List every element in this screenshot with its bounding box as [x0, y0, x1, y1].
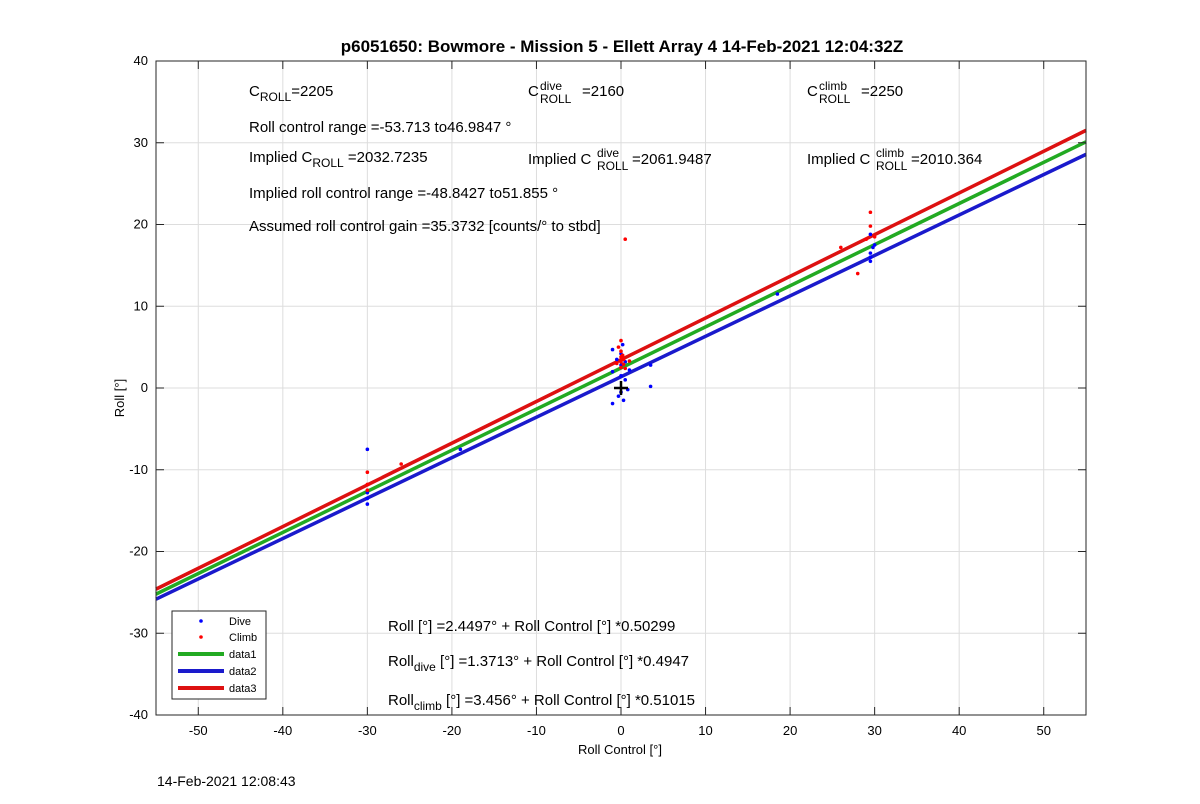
x-tick-label: -10 [527, 723, 546, 738]
point-climb [399, 462, 403, 466]
fit-climb-annotation: Rollclimb [°] =3.456° + Roll Control [°]… [388, 692, 695, 713]
point-climb [621, 362, 626, 367]
x-tick-label: 50 [1036, 723, 1050, 738]
point-dive [616, 394, 621, 398]
point-dive [868, 259, 873, 264]
implied-c-roll-annotation: Implied CROLL =2032.7235 [249, 149, 428, 170]
fit-all-annotation: Roll [°] =2.4497° + Roll Control [°] *0.… [388, 618, 675, 635]
point-climb [365, 470, 370, 475]
point-climb [620, 353, 625, 358]
origin-cross-marker [614, 381, 628, 395]
y-tick-label: 30 [134, 135, 148, 150]
point-dive [648, 384, 653, 389]
x-tick-label: 20 [783, 723, 797, 738]
point-dive [623, 378, 628, 382]
c-roll-climb-annotation: C climb ROLL =2250 [807, 77, 903, 107]
point-dive [868, 232, 873, 237]
point-dive [619, 373, 623, 378]
gain-annotation: Assumed roll control gain =35.3732 [coun… [249, 218, 601, 235]
legend-marker-climb [199, 635, 203, 639]
data-points [365, 210, 877, 506]
point-climb [619, 338, 623, 343]
point-climb [872, 234, 877, 239]
y-tick-label: -30 [129, 625, 148, 640]
point-climb [623, 237, 628, 242]
point-dive [872, 243, 877, 247]
roll-control-range-annotation: Roll control range =-53.713 to46.9847 ° [249, 119, 511, 136]
y-tick-label: 40 [134, 53, 148, 68]
footer-timestamp: 14-Feb-2021 12:08:43 [157, 773, 296, 789]
point-climb [619, 365, 623, 370]
point-climb [619, 360, 623, 364]
x-tick-label: -50 [189, 723, 208, 738]
point-dive [775, 292, 780, 296]
point-dive [610, 369, 615, 374]
x-tick-label: -40 [273, 723, 292, 738]
implied-c-roll-dive-annotation: Implied C dive ROLL =2061.9487 [528, 144, 712, 174]
point-climb [621, 357, 626, 362]
y-tick-label: -20 [129, 544, 148, 559]
y-axis-label: Roll [°] [112, 379, 127, 417]
legend-label-data2: data2 [229, 666, 257, 678]
point-climb [619, 349, 623, 354]
y-tick-label: 0 [141, 380, 148, 395]
chart-title: p6051650: Bowmore - Mission 5 - Ellett A… [341, 37, 904, 56]
point-dive [868, 255, 873, 259]
point-dive [365, 447, 370, 452]
implied-range-annotation: Implied roll control range =-48.8427 to5… [249, 185, 558, 202]
point-dive [868, 251, 873, 255]
legend-label-dive: Dive [229, 616, 251, 628]
legend-marker-dive [199, 619, 203, 623]
x-tick-label: -30 [358, 723, 377, 738]
point-climb [616, 345, 621, 349]
legend-label-data3: data3 [229, 683, 257, 695]
fit-dive-annotation: Rolldive [°] =1.3713° + Roll Control [°]… [388, 653, 689, 674]
point-climb [614, 361, 619, 366]
axis-ticks: -50 -40 -30 -20 -10 0 10 20 30 40 50 -40 -30 -20 -10 0 1… [129, 53, 1086, 738]
x-axis-label: Roll Control [°] [578, 742, 662, 757]
point-climb [627, 359, 632, 363]
legend-label-data1: data1 [229, 649, 257, 661]
x-tick-label: 0 [617, 723, 624, 738]
point-dive [458, 447, 463, 452]
x-tick-label: 10 [698, 723, 712, 738]
point-climb [365, 488, 370, 492]
y-tick-label: 20 [134, 217, 148, 232]
point-climb [864, 237, 868, 242]
c-roll-dive-annotation: C dive ROLL =2160 [528, 77, 624, 107]
point-dive [648, 363, 653, 367]
legend: Dive Climb data1 data2 data3 [171, 610, 267, 700]
implied-c-roll-climb-annotation: Implied C climb ROLL =2010.364 [807, 144, 982, 174]
point-climb [623, 366, 628, 371]
point-dive [614, 357, 619, 362]
point-dive [620, 342, 625, 347]
y-tick-label: -10 [129, 462, 148, 477]
c-roll-annotation: CROLL=2205 [249, 83, 333, 104]
point-dive [365, 502, 370, 506]
x-tick-label: -20 [443, 723, 462, 738]
x-tick-label: 30 [867, 723, 881, 738]
point-climb [839, 245, 843, 250]
point-climb [855, 271, 860, 276]
point-dive [621, 398, 626, 403]
point-dive [627, 368, 632, 372]
x-tick-label: 40 [952, 723, 966, 738]
point-dive [610, 401, 615, 406]
y-tick-label: 10 [134, 298, 148, 313]
point-dive [610, 347, 615, 352]
legend-label-climb: Climb [229, 632, 257, 644]
point-climb [868, 224, 873, 228]
fit-line-data3 [155, 128, 1087, 591]
point-climb [365, 482, 370, 487]
y-tick-label: -40 [129, 707, 148, 722]
point-climb [868, 210, 873, 215]
point-dive [365, 496, 370, 501]
